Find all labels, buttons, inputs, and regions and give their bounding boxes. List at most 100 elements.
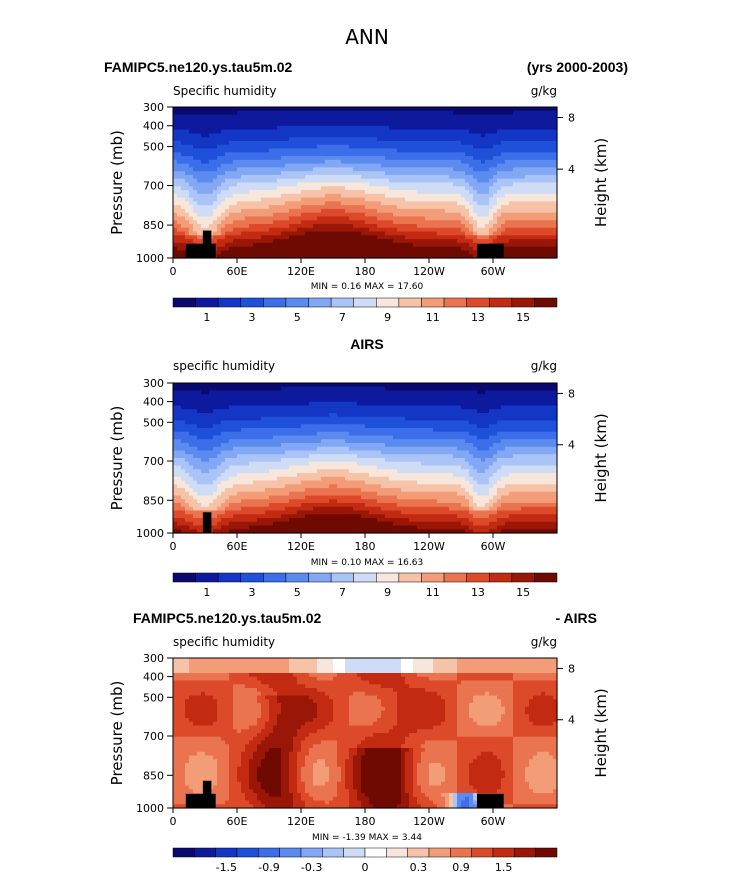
heatmap-cell (409, 246, 414, 252)
heatmap-cell (241, 424, 246, 429)
heatmap-cell (449, 416, 454, 422)
heatmap-cell (505, 386, 510, 392)
heatmap-cell (417, 254, 422, 259)
heatmap-cell (265, 254, 270, 259)
heatmap-cell (389, 114, 394, 119)
heatmap-cell (525, 383, 530, 388)
heatmap-cell (189, 182, 194, 187)
heatmap-cell (305, 235, 310, 240)
heatmap-cell (221, 186, 226, 191)
heatmap-cell (265, 137, 270, 142)
heatmap-cell (533, 152, 538, 157)
heatmap-cell (425, 235, 430, 240)
heatmap-cell (233, 398, 238, 403)
heatmap-cell (321, 246, 326, 252)
panel-subtitle: Specific humidity (173, 84, 277, 98)
heatmap-cell (185, 386, 190, 392)
heatmap-cell (501, 231, 506, 236)
heatmap-cell (341, 250, 346, 255)
heatmap-cell (349, 140, 354, 146)
heatmap-cell (521, 216, 526, 221)
heatmap-cell (529, 413, 534, 418)
heatmap-cell (313, 171, 318, 176)
heatmap-cell (501, 409, 506, 414)
heatmap-cell (233, 205, 238, 210)
heatmap-cell (225, 182, 230, 187)
heatmap-cell (549, 125, 554, 131)
heatmap-cell (333, 122, 338, 127)
heatmap-cell (313, 163, 318, 169)
heatmap-cell (409, 133, 414, 138)
heatmap-cell (237, 224, 242, 229)
heatmap-cell (349, 174, 354, 180)
heatmap-cell (409, 409, 414, 414)
heatmap-cell (385, 401, 390, 407)
heatmap-cell (537, 216, 542, 221)
heatmap-cell (333, 144, 338, 150)
heatmap-cell (357, 118, 362, 123)
heatmap-cell (477, 405, 482, 410)
heatmap-cell (405, 182, 410, 187)
heatmap-cell (177, 137, 182, 142)
heatmap-cell (317, 212, 322, 218)
heatmap-cell (341, 413, 346, 418)
heatmap-cell (225, 227, 230, 233)
heatmap-cell (549, 159, 554, 165)
heatmap-cell (489, 174, 494, 180)
heatmap-cell (361, 178, 366, 184)
heatmap-cell (313, 133, 318, 138)
heatmap-cell (377, 152, 382, 157)
heatmap-cell (205, 416, 210, 422)
heatmap-cell (417, 156, 422, 161)
heatmap-cell (389, 390, 394, 395)
heatmap-cell (181, 242, 186, 248)
heatmap-cell (361, 156, 366, 161)
heatmap-cell (285, 133, 290, 138)
colorbar-swatch (263, 297, 287, 308)
colorbar-swatch (353, 297, 377, 308)
heatmap-cell (201, 110, 206, 116)
heatmap-cell (333, 250, 338, 255)
heatmap-cell (293, 174, 298, 180)
heatmap-cell (213, 129, 218, 135)
heatmap-cell (505, 137, 510, 142)
heatmap-cell (281, 186, 286, 191)
heatmap-cell (261, 167, 266, 172)
heatmap-cell (485, 390, 490, 395)
heatmap-cell (429, 220, 434, 225)
heatmap-cell (213, 205, 218, 210)
heatmap-cell (389, 178, 394, 184)
heatmap-cell (549, 413, 554, 418)
heatmap-cell (401, 201, 406, 206)
heatmap-cell (357, 416, 362, 422)
heatmap-cell (173, 420, 178, 425)
heatmap-cell (189, 197, 194, 202)
heatmap-cell (513, 156, 518, 161)
heatmap-cell (449, 163, 454, 169)
heatmap-cell (369, 235, 374, 240)
heatmap-cell (421, 383, 426, 388)
heatmap-cell (545, 390, 550, 395)
heatmap-cell (413, 152, 418, 157)
heatmap-cell (473, 152, 478, 157)
heatmap-cell (437, 144, 442, 150)
heatmap-cell (401, 386, 406, 392)
heatmap-cell (329, 197, 334, 202)
heatmap-cell (229, 178, 234, 184)
heatmap-cell (241, 250, 246, 255)
heatmap-cell (501, 163, 506, 169)
heatmap-cell (321, 205, 326, 210)
heatmap-cell (381, 220, 386, 225)
heatmap-cell (421, 193, 426, 199)
heatmap-cell (553, 118, 558, 123)
heatmap-cell (413, 250, 418, 255)
heatmap-cell (265, 220, 270, 225)
heatmap-cell (337, 118, 342, 123)
heatmap-cell (401, 107, 406, 112)
heatmap-cell (501, 239, 506, 244)
heatmap-cell (205, 144, 210, 150)
heatmap-cell (221, 235, 226, 240)
heatmap-cell (461, 235, 466, 240)
heatmap-cell (341, 129, 346, 135)
heatmap-cell (229, 208, 234, 214)
